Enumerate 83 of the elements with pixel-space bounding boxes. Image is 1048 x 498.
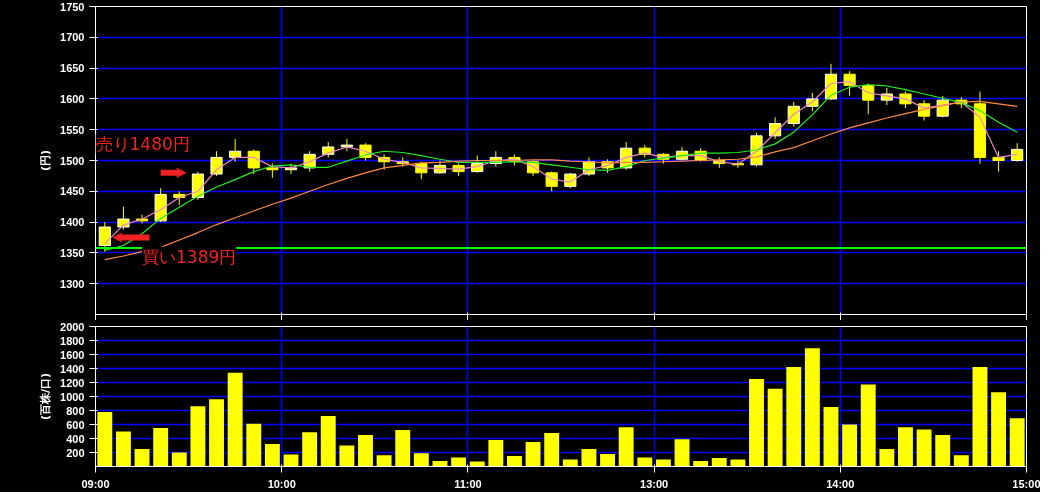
bar: [320, 416, 336, 467]
bar: [637, 457, 653, 467]
y-tick-label: 1600: [60, 92, 85, 105]
x-tick-label: 09:00: [81, 477, 110, 490]
y-tick-label: 1500: [60, 154, 85, 167]
bar: [339, 445, 355, 467]
bar: [1009, 418, 1025, 467]
bar: [413, 453, 429, 467]
bar: [842, 424, 858, 467]
bar: [544, 432, 560, 467]
candlestick: [229, 138, 242, 163]
bar: [376, 455, 392, 467]
bar: [674, 439, 690, 467]
bar: [749, 379, 764, 467]
bar: [991, 392, 1007, 467]
bar: [804, 348, 820, 467]
y-tick-label: 1300: [60, 277, 85, 290]
bar: [264, 444, 280, 467]
candlestick: [340, 138, 353, 152]
bar: [209, 399, 224, 467]
y-tick-label: 1800: [60, 334, 85, 347]
bar: [153, 428, 169, 467]
bar: [358, 435, 373, 467]
x-tick-label: 15:00: [1012, 477, 1041, 490]
bar: [115, 431, 131, 467]
bar: [190, 406, 206, 467]
y-tick-label: 2000: [60, 320, 85, 333]
bar: [227, 372, 243, 467]
bar: [823, 407, 839, 467]
bar: [507, 456, 522, 467]
candlestick: [247, 148, 260, 175]
candlestick: [992, 150, 1005, 173]
y-tick-label: 1550: [60, 123, 85, 136]
y-tick-label: 1400: [60, 362, 85, 375]
y-tick-label: 1650: [60, 62, 85, 75]
bar: [395, 430, 411, 467]
candlestick: [1011, 142, 1024, 163]
bar: [171, 452, 187, 467]
bar: [246, 423, 262, 467]
annotation: 売り1480円: [95, 134, 190, 155]
candlestick: [787, 101, 800, 128]
x-tick-label: 11:00: [454, 477, 482, 490]
y-tick-label: 1750: [60, 0, 85, 13]
bar: [600, 453, 615, 467]
y-axis-title: (円): [39, 149, 53, 172]
x-tick-label: 14:00: [826, 477, 855, 490]
x-tick-label: 13:00: [640, 477, 669, 490]
y-tick-label: 1450: [60, 185, 85, 198]
bar: [451, 457, 467, 467]
y-tick-label: 1600: [60, 348, 85, 361]
y-tick-label: 400: [66, 432, 85, 445]
bar: [767, 388, 783, 467]
y-tick-label: 1400: [60, 216, 85, 229]
y-tick-label: 1200: [60, 376, 85, 389]
bar: [693, 460, 709, 467]
y-tick-label: 600: [66, 418, 85, 431]
bar: [916, 429, 932, 467]
bar: [711, 458, 727, 467]
candlestick: [98, 221, 111, 253]
y-axis-title: (百株/口): [39, 372, 53, 421]
annotation: 買い1389円: [142, 246, 237, 267]
x-tick-label: 10:00: [267, 477, 296, 490]
bar: [879, 449, 895, 467]
bar: [860, 384, 876, 467]
bar: [972, 367, 988, 467]
bar: [134, 449, 150, 467]
y-tick-label: 1700: [60, 31, 85, 44]
bar: [786, 367, 802, 467]
bar: [488, 439, 504, 467]
y-tick-label: 200: [66, 446, 85, 459]
y-tick-label: 1000: [60, 390, 85, 403]
bar: [935, 435, 951, 467]
bar: [618, 427, 634, 467]
bar: [581, 449, 597, 467]
bar: [525, 442, 541, 467]
bar: [302, 432, 318, 467]
candlestick: [210, 150, 223, 177]
bar: [953, 455, 969, 467]
y-tick-label: 1350: [60, 246, 85, 259]
bar: [97, 411, 113, 467]
bar: [898, 427, 913, 467]
candlestick: [769, 116, 782, 140]
y-tick-label: 800: [66, 404, 85, 417]
